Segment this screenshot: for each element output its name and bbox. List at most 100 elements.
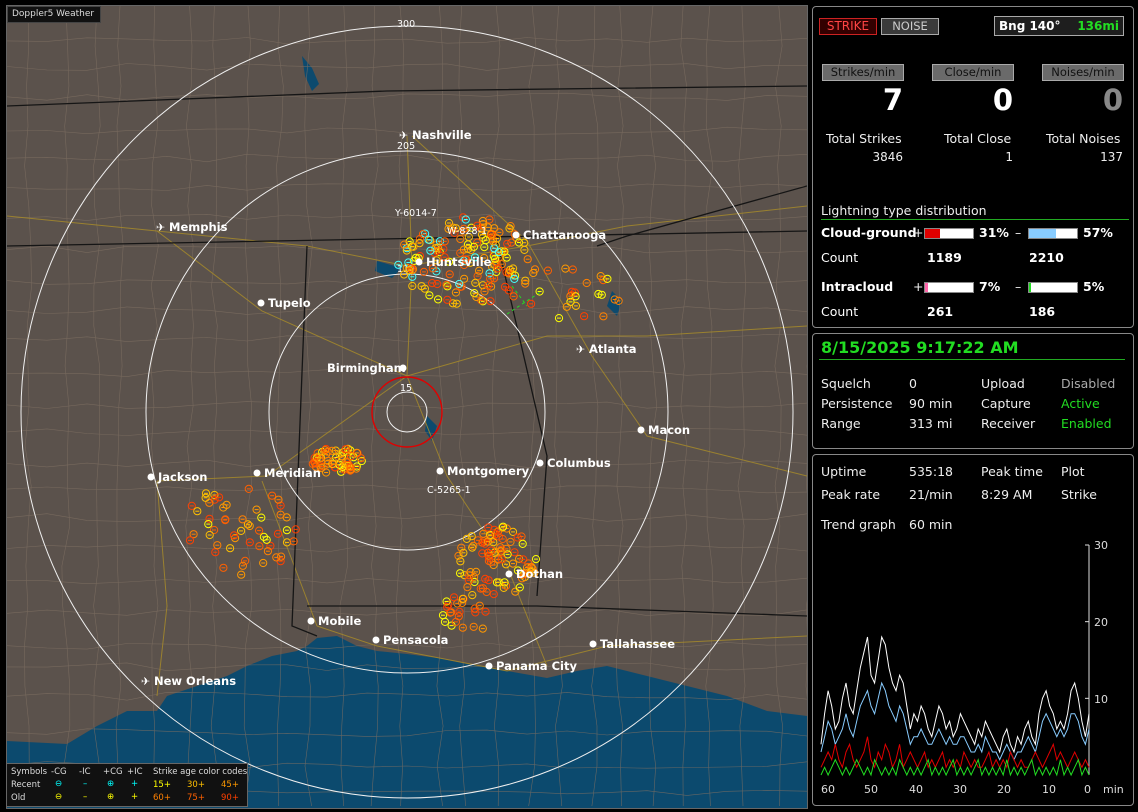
strike-marker <box>252 505 261 514</box>
strike-marker <box>513 533 522 542</box>
strike-marker <box>289 537 298 546</box>
strike-marker <box>454 612 463 621</box>
strike-marker <box>484 523 493 532</box>
app-title: Doppler5 Weather <box>7 6 102 23</box>
strike-marker <box>444 257 454 266</box>
strike-marker <box>614 296 623 305</box>
strike-marker <box>316 457 326 466</box>
lightning-map[interactable]: 300 205 110 15 Y-6014-7 W-828-1 C-5265-1… <box>6 5 808 809</box>
strike-marker <box>529 268 538 278</box>
trend-x-tick: 60 <box>821 783 835 796</box>
minus-ic-recent-icon: – <box>83 779 88 789</box>
strike-marker <box>493 527 502 536</box>
ic-minus-count: 186 <box>1029 304 1056 319</box>
strike-marker <box>521 276 530 285</box>
age-60: 60+ <box>153 793 171 803</box>
strike-marker <box>481 574 490 584</box>
ic-plus-bar <box>924 282 974 293</box>
ic-count-label: Count <box>821 304 859 319</box>
strike-marker <box>447 608 456 617</box>
strike-marker <box>328 459 337 469</box>
strike-marker <box>597 290 606 299</box>
city-label: Birmingham <box>327 361 406 375</box>
strike-marker <box>443 603 452 612</box>
strike-marker <box>432 256 441 265</box>
trend-series-line <box>820 736 1090 769</box>
strike-marker <box>407 264 416 273</box>
strike-marker <box>527 299 536 308</box>
bearing-value: Bng 140° <box>999 19 1061 33</box>
strike-marker <box>469 541 478 551</box>
strike-marker <box>210 525 219 535</box>
strike-marker <box>469 622 478 631</box>
probe-label: Y-6014-7 <box>394 208 437 219</box>
peak-rate-label: Peak rate <box>821 487 881 502</box>
strike-marker <box>472 292 481 302</box>
strikes-per-min-button[interactable]: Strikes/min <box>822 64 904 81</box>
legend-col-plus-cg: +CG <box>103 767 123 777</box>
strike-marker <box>491 530 500 539</box>
strike-marker <box>486 274 495 283</box>
strike-marker <box>468 543 477 552</box>
close-per-min-value: 0 <box>992 83 1013 117</box>
persistence-label: Persistence <box>821 396 893 411</box>
strike-marker <box>521 279 530 288</box>
strike-button[interactable]: STRIKE <box>819 18 877 35</box>
strike-marker <box>471 608 480 617</box>
strike-marker <box>238 515 247 524</box>
strike-marker <box>509 292 518 301</box>
cg-minus-sign: – <box>1015 225 1022 240</box>
ic-minus-sign: – <box>1015 279 1022 294</box>
airport-icon: ✈ <box>576 343 585 356</box>
probe-label: W-828-1 <box>447 226 487 237</box>
strike-marker <box>244 484 253 493</box>
trend-x-tick: 20 <box>997 783 1011 796</box>
strike-marker <box>470 289 479 298</box>
strike-marker <box>219 563 228 572</box>
noise-button[interactable]: NOISE <box>881 18 939 35</box>
strike-marker <box>599 276 608 285</box>
strike-marker <box>322 468 331 477</box>
age-90: 90+ <box>221 793 239 803</box>
strike-marker <box>222 500 231 509</box>
cg-plus-pct: 31% <box>979 225 1009 240</box>
strike-marker <box>448 223 457 232</box>
strike-marker <box>594 289 603 299</box>
strike-marker <box>501 560 511 569</box>
trend-series-line <box>820 758 1090 777</box>
total-noises-label: Total Noises <box>1046 131 1121 146</box>
strike-marker <box>187 501 196 510</box>
strike-marker <box>497 555 506 564</box>
strike-marker <box>458 623 467 632</box>
city-label: Meridian <box>264 466 321 480</box>
strike-marker <box>226 544 235 553</box>
strike-marker <box>400 240 409 249</box>
trend-series-line <box>820 681 1090 761</box>
strike-marker <box>185 536 195 545</box>
city-dot <box>505 570 513 578</box>
noises-per-min-button[interactable]: Noises/min <box>1042 64 1124 81</box>
strike-marker <box>245 521 254 531</box>
map-canvas[interactable]: 300 205 110 15 Y-6014-7 W-828-1 C-5265-1… <box>7 6 807 808</box>
strike-marker <box>434 295 443 304</box>
strike-marker <box>189 530 198 539</box>
plus-ic-old-icon: + <box>131 792 139 802</box>
strike-marker <box>204 520 213 529</box>
city-label: Tupelo <box>268 296 311 310</box>
upload-value: Disabled <box>1061 376 1116 391</box>
capture-value: Active <box>1061 396 1100 411</box>
legend-age-title: Strike age color codes <box>153 767 248 777</box>
range-label-15: 15 <box>400 383 412 394</box>
city-dot <box>372 636 380 644</box>
squelch-value: 0 <box>909 376 917 391</box>
plot-type-value[interactable]: Strike <box>1061 487 1097 502</box>
ic-plus-sign: + <box>913 279 924 294</box>
close-per-min-button[interactable]: Close/min <box>932 64 1014 81</box>
strike-marker <box>487 546 496 555</box>
strike-marker <box>461 215 470 224</box>
lake <box>375 261 402 278</box>
strike-marker <box>455 607 464 617</box>
total-close-label: Total Close <box>944 131 1012 146</box>
strike-marker <box>255 526 264 535</box>
strike-marker <box>524 559 533 568</box>
